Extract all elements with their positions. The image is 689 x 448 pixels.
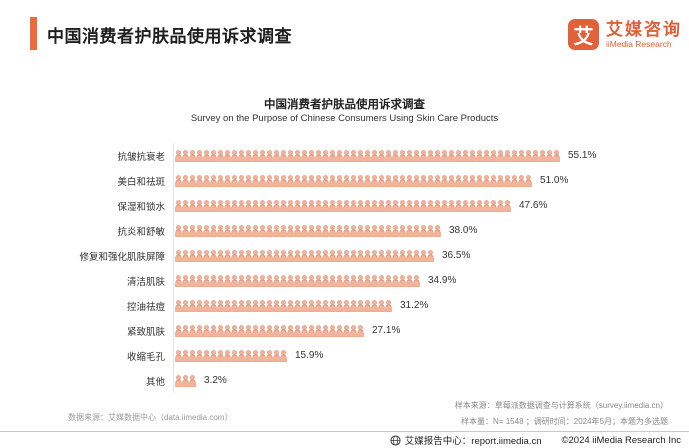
category-label: 美白和祛斑: [117, 176, 165, 188]
sample-source-note: 样本来源：草莓派数据调查与计算系统（survey.iimedia.cn）: [454, 401, 668, 410]
category-label: 控油祛痘: [126, 301, 165, 313]
chart-row: 清洁肌肤 34.9%: [10, 268, 596, 293]
value-label: 36.5%: [442, 250, 471, 261]
iimedia-logo-text: 艾媒咨询 iiMedia Research: [606, 20, 682, 49]
category-label: 抗皱抗衰老: [117, 151, 165, 163]
value-label: 38.0%: [449, 225, 478, 236]
sample-notes: 样本来源：草莓派数据调查与计算系统（survey.iimedia.cn） 样本量…: [455, 398, 668, 430]
pictogram-bar: [173, 268, 420, 293]
title-accent-bar: [30, 17, 37, 50]
pictogram-bar: [173, 243, 434, 268]
pictogram-bar: [173, 143, 560, 168]
value-label: 3.2%: [204, 375, 227, 386]
value-label: 34.9%: [428, 275, 457, 286]
chart-subtitle: Survey on the Purpose of Chinese Consume…: [190, 113, 499, 124]
iimedia-logo: 艾 艾媒咨询 iiMedia Research: [568, 19, 682, 50]
value-label: 47.6%: [519, 200, 548, 211]
chart-row: 美白和祛斑 51.0%: [10, 168, 596, 193]
value-label: 31.2%: [400, 300, 429, 311]
category-label: 其他: [145, 376, 165, 388]
bottom-bar: 艾媒报告中心：report.iimedia.cn ©2024 iiMedia R…: [0, 431, 689, 448]
pictogram-bar: [173, 293, 392, 318]
category-label: 收缩毛孔: [126, 351, 165, 363]
iimedia-logo-icon: 艾: [568, 19, 599, 50]
report-center-link: 艾媒报告中心：report.iimedia.cn: [390, 433, 542, 447]
pictogram-bar: [173, 218, 441, 243]
category-label: 紧致肌肤: [126, 326, 165, 338]
chart-row: 收缩毛孔 15.9%: [10, 343, 596, 368]
category-label: 修复和强化肌肤屏障: [79, 251, 165, 263]
category-label: 抗炎和舒敏: [117, 226, 165, 238]
report-center-text: 艾媒报告中心：report.iimedia.cn: [404, 436, 542, 447]
chart-row: 抗皱抗衰老 55.1%: [10, 143, 596, 168]
category-label: 清洁肌肤: [126, 276, 165, 288]
value-label: 27.1%: [372, 325, 401, 336]
logo-brand-en: iiMedia Research: [606, 39, 672, 49]
chart-row: 抗炎和舒敏 38.0%: [10, 218, 596, 243]
sample-info-note: 样本量：N= 1548 ；调研时间：2024年5月；本题为多选题: [461, 417, 668, 426]
logo-brand-cn: 艾媒咨询: [606, 20, 682, 39]
globe-icon: [390, 434, 401, 446]
pictogram-bar: [173, 318, 364, 343]
chart-row: 保湿和锁水 47.6%: [10, 193, 596, 218]
chart-row: 紧致肌肤 27.1%: [10, 318, 596, 343]
value-label: 15.9%: [295, 350, 324, 361]
value-label: 51.0%: [540, 175, 569, 186]
chart-row: 控油祛痘 31.2%: [10, 293, 596, 318]
chart-row: 修复和强化肌肤屏障 36.5%: [10, 243, 596, 268]
pictogram-bar: [173, 193, 511, 218]
value-label: 55.1%: [568, 150, 597, 161]
chart-row: 其他 3.2%: [10, 368, 596, 393]
pictogram-bar: [173, 368, 196, 393]
data-source-note: 数据来源：艾媒数据中心（data.iimedia.com）: [68, 413, 233, 422]
category-label: 保湿和锁水: [117, 201, 165, 213]
pictogram-bar: [173, 168, 532, 193]
pictogram-bar-chart: 抗皱抗衰老 55.1% 美白和祛斑 51.0% 保湿和锁水 47.6% 抗炎和舒敏 38.0%…: [10, 143, 596, 393]
page-title: 中国消费者护肤品使用诉求调查: [47, 27, 292, 46]
chart-title: 中国消费者护肤品使用诉求调查: [264, 99, 425, 111]
copyright-text: ©2024 iiMedia Research Inc: [561, 434, 681, 446]
pictogram-bar: [173, 343, 287, 368]
